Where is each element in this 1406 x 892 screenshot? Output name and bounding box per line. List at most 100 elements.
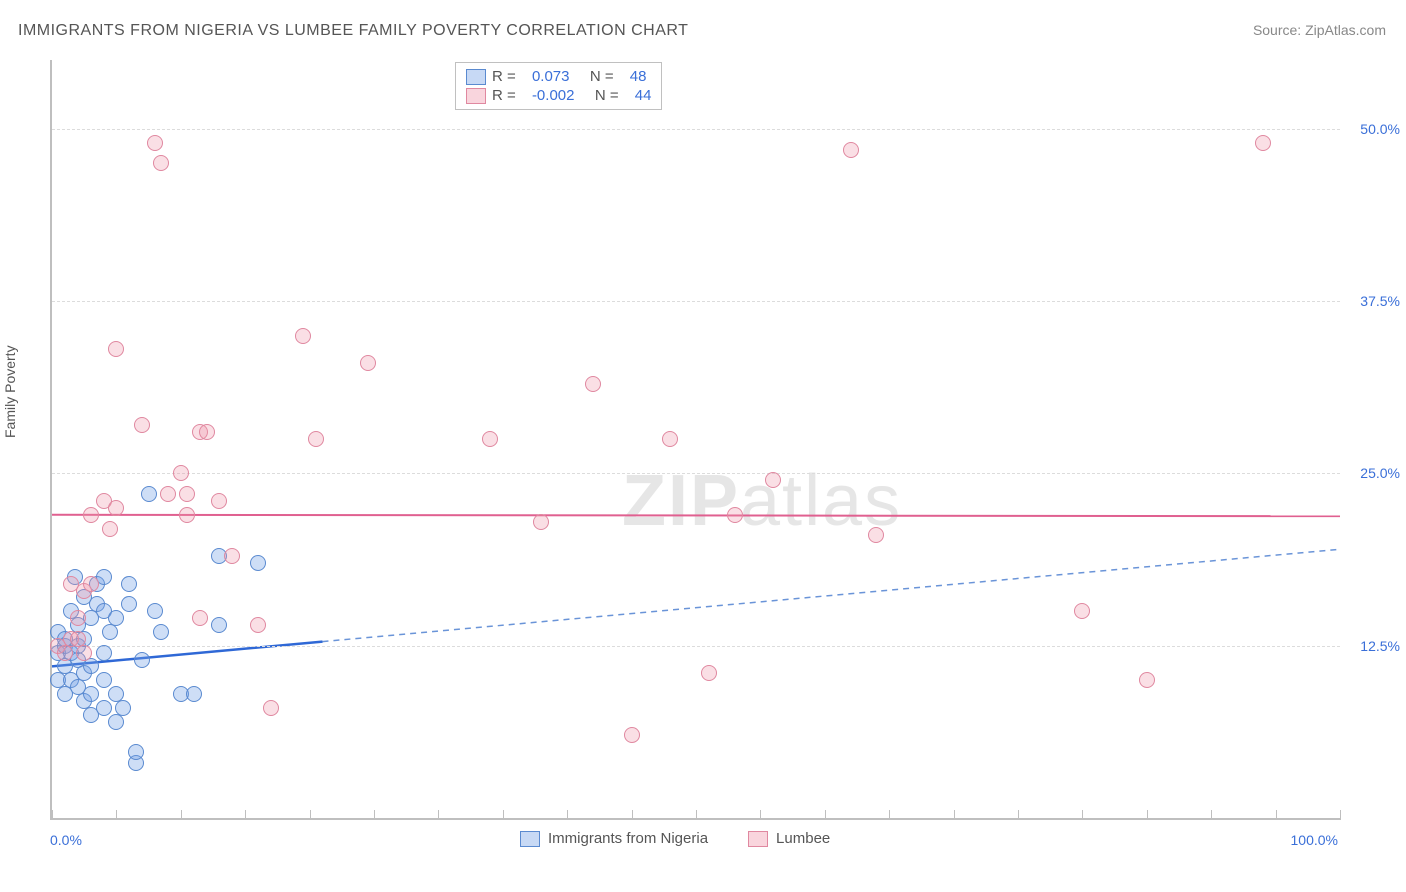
data-point-s1 — [96, 672, 112, 688]
data-point-s2 — [868, 527, 884, 543]
data-point-s2 — [153, 155, 169, 171]
y-axis-title: Family Poverty — [2, 345, 18, 438]
y-tick-label: 50.0% — [1345, 121, 1400, 137]
r-value-s1: 0.073 — [532, 68, 570, 85]
data-point-s2 — [211, 493, 227, 509]
legend-series: Immigrants from Nigeria Lumbee — [520, 830, 830, 847]
y-tick-label: 25.0% — [1345, 465, 1400, 481]
data-point-s2 — [1255, 135, 1271, 151]
trend-lines-layer — [52, 60, 1340, 818]
data-point-s2 — [173, 465, 189, 481]
data-point-s2 — [160, 486, 176, 502]
legend-stats: R = 0.073 N = 48 R = -0.002 N = 44 — [455, 62, 662, 110]
data-point-s2 — [102, 521, 118, 537]
data-point-s2 — [250, 617, 266, 633]
x-tick — [825, 810, 826, 820]
source-credit: Source: ZipAtlas.com — [1253, 22, 1386, 38]
data-point-s2 — [70, 631, 86, 647]
y-gridline — [52, 129, 1340, 130]
trend-line — [322, 549, 1340, 641]
data-point-s2 — [76, 645, 92, 661]
data-point-s1 — [83, 686, 99, 702]
x-tick — [954, 810, 955, 820]
legend-stats-row-s2: R = -0.002 N = 44 — [466, 86, 651, 105]
x-tick — [1018, 810, 1019, 820]
data-point-s2 — [57, 645, 73, 661]
data-point-s1 — [186, 686, 202, 702]
data-point-s1 — [108, 610, 124, 626]
x-tick — [245, 810, 246, 820]
data-point-s2 — [263, 700, 279, 716]
swatch-s2-icon — [466, 88, 486, 104]
data-point-s2 — [108, 341, 124, 357]
r-label: R = — [492, 68, 516, 85]
y-tick-label: 12.5% — [1345, 638, 1400, 654]
data-point-s1 — [121, 576, 137, 592]
data-point-s2 — [83, 576, 99, 592]
x-tick — [503, 810, 504, 820]
x-tick — [181, 810, 182, 820]
data-point-s2 — [70, 610, 86, 626]
data-point-s2 — [192, 610, 208, 626]
source-name: ZipAtlas.com — [1305, 22, 1386, 38]
data-point-s1 — [141, 486, 157, 502]
data-point-s1 — [147, 603, 163, 619]
x-tick — [1276, 810, 1277, 820]
r-label: R = — [492, 87, 516, 104]
legend-item-s1: Immigrants from Nigeria — [520, 830, 708, 847]
swatch-s1-icon — [466, 69, 486, 85]
data-point-s2 — [482, 431, 498, 447]
data-point-s2 — [199, 424, 215, 440]
data-point-s2 — [1139, 672, 1155, 688]
data-point-s2 — [295, 328, 311, 344]
data-point-s2 — [662, 431, 678, 447]
r-value-s2: -0.002 — [532, 87, 575, 104]
data-point-s2 — [179, 507, 195, 523]
x-tick — [696, 810, 697, 820]
legend-stats-row-s1: R = 0.073 N = 48 — [466, 67, 651, 86]
x-tick — [567, 810, 568, 820]
trend-line — [52, 515, 1340, 516]
data-point-s1 — [121, 596, 137, 612]
data-point-s2 — [108, 500, 124, 516]
data-point-s1 — [153, 624, 169, 640]
data-point-s2 — [1074, 603, 1090, 619]
data-point-s2 — [585, 376, 601, 392]
data-point-s1 — [102, 624, 118, 640]
data-point-s2 — [624, 727, 640, 743]
data-point-s1 — [96, 700, 112, 716]
x-tick — [1340, 810, 1341, 820]
x-tick — [438, 810, 439, 820]
data-point-s1 — [128, 744, 144, 760]
data-point-s2 — [727, 507, 743, 523]
x-tick — [1147, 810, 1148, 820]
n-label: N = — [595, 87, 619, 104]
y-gridline — [52, 473, 1340, 474]
n-value-s2: 44 — [635, 87, 652, 104]
data-point-s2 — [360, 355, 376, 371]
data-point-s1 — [83, 658, 99, 674]
n-value-s1: 48 — [630, 68, 647, 85]
n-label: N = — [590, 68, 614, 85]
data-point-s1 — [211, 617, 227, 633]
swatch-s2-icon — [748, 831, 768, 847]
data-point-s1 — [250, 555, 266, 571]
legend-label-s1: Immigrants from Nigeria — [548, 830, 708, 847]
legend-item-s2: Lumbee — [748, 830, 830, 847]
swatch-s1-icon — [520, 831, 540, 847]
x-tick — [889, 810, 890, 820]
data-point-s2 — [701, 665, 717, 681]
y-tick-label: 37.5% — [1345, 293, 1400, 309]
x-tick — [374, 810, 375, 820]
x-tick — [1211, 810, 1212, 820]
x-tick — [310, 810, 311, 820]
data-point-s2 — [147, 135, 163, 151]
data-point-s2 — [533, 514, 549, 530]
legend-label-s2: Lumbee — [776, 830, 830, 847]
data-point-s1 — [96, 645, 112, 661]
data-point-s2 — [134, 417, 150, 433]
data-point-s1 — [108, 714, 124, 730]
x-tick — [52, 810, 53, 820]
data-point-s2 — [843, 142, 859, 158]
data-point-s1 — [115, 700, 131, 716]
